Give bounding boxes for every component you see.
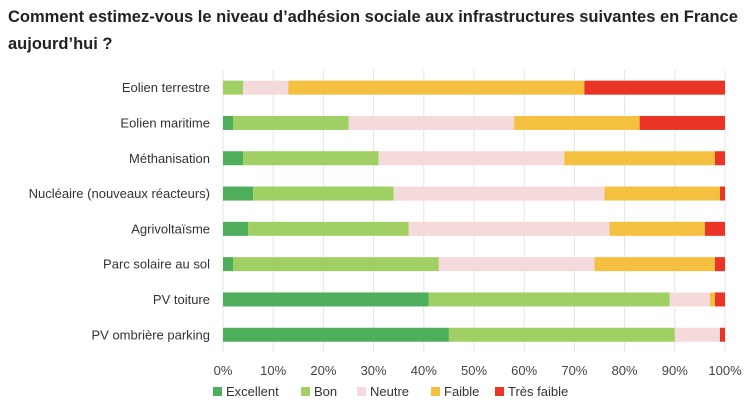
x-tick-label: 70% <box>561 363 587 378</box>
bar-segment-faible <box>288 80 585 95</box>
bar-segment-neutre <box>393 186 605 201</box>
category-label: Nucléaire (nouveaux réacteurs) <box>29 186 210 201</box>
bar-segment-excellent <box>223 221 249 236</box>
category-label: PV ombrière parking <box>92 327 211 342</box>
legend-swatch <box>431 387 440 396</box>
x-tick-label: 0% <box>214 363 233 378</box>
legend-label: Faible <box>444 384 479 399</box>
bar-segment-très-faible <box>719 186 725 201</box>
bar-segment-excellent <box>223 292 429 307</box>
x-tick-label: 60% <box>511 363 537 378</box>
x-tick-label: 90% <box>662 363 688 378</box>
x-tick-label: 100% <box>708 363 742 378</box>
bar-segment-faible <box>604 186 720 201</box>
bar-segment-bon <box>233 257 439 272</box>
bar-segment-bon <box>233 115 349 130</box>
bar-segment-neutre <box>674 327 720 342</box>
bar-segment-très-faible <box>719 327 725 342</box>
bar-segment-bon <box>253 186 394 201</box>
x-tick-label: 30% <box>361 363 387 378</box>
bar-segment-très-faible <box>714 292 725 307</box>
bar-segment-excellent <box>223 186 254 201</box>
legend-label: Excellent <box>226 384 279 399</box>
category-label: Méthanisation <box>129 151 210 166</box>
x-tick-label: 80% <box>612 363 638 378</box>
bar-segment-faible <box>514 115 640 130</box>
bar-segment-très-faible <box>639 115 725 130</box>
category-label: PV toiture <box>153 292 210 307</box>
bar-segment-neutre <box>408 221 610 236</box>
bar-segment-excellent <box>223 257 234 272</box>
bar-segment-neutre <box>243 80 289 95</box>
category-label: Agrivoltaïsme <box>131 221 210 236</box>
x-tick-label: 10% <box>260 363 286 378</box>
bar-segment-très-faible <box>714 257 725 272</box>
bar-segment-très-faible <box>704 221 725 236</box>
bar-segment-bon <box>223 80 244 95</box>
bar-segment-faible <box>564 151 715 166</box>
bar-segment-excellent <box>223 115 234 130</box>
legend-label: Très faible <box>508 384 568 399</box>
category-label: Parc solaire au sol <box>103 257 210 272</box>
bar-segment-bon <box>448 327 675 342</box>
legend-swatch <box>213 387 222 396</box>
bar-segment-bon <box>243 151 379 166</box>
bar-segment-très-faible <box>714 151 725 166</box>
legend-label: Bon <box>314 384 337 399</box>
bar-segment-faible <box>594 257 715 272</box>
bar-segment-bon <box>428 292 670 307</box>
category-label: Eolien maritime <box>120 115 210 130</box>
legend-swatch <box>301 387 310 396</box>
bar-segment-faible <box>609 221 705 236</box>
x-tick-label: 50% <box>461 363 487 378</box>
chart-title: Comment estimez-vous le niveau d’adhésio… <box>8 8 738 53</box>
legend-label: Neutre <box>370 384 409 399</box>
legend-swatch <box>495 387 504 396</box>
bar-segment-neutre <box>348 115 515 130</box>
bar-segment-très-faible <box>584 80 725 95</box>
category-label: Eolien terrestre <box>122 80 210 95</box>
x-tick-label: 40% <box>411 363 437 378</box>
bar-segment-neutre <box>438 257 595 272</box>
bar-segment-bon <box>248 221 409 236</box>
bar-segment-excellent <box>223 151 244 166</box>
x-tick-label: 20% <box>310 363 336 378</box>
bar-segment-neutre <box>378 151 565 166</box>
legend-swatch <box>357 387 366 396</box>
bar-segment-faible <box>709 292 715 307</box>
bar-segment-excellent <box>223 327 449 342</box>
bar-segment-neutre <box>669 292 710 307</box>
